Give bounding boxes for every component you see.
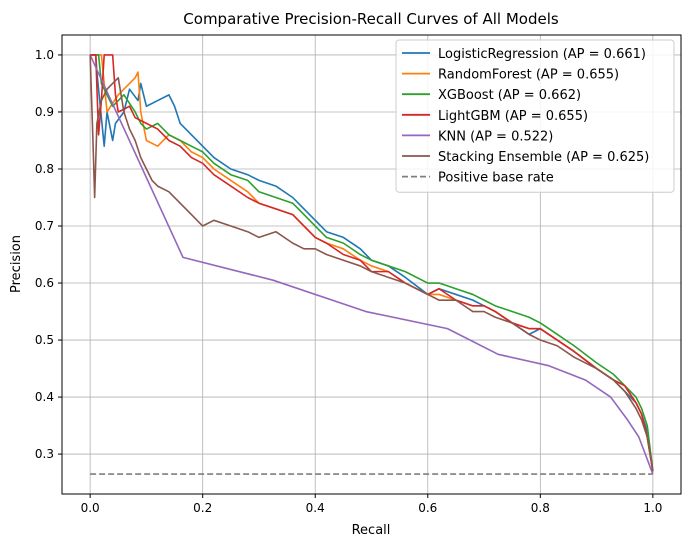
legend-entry-label: RandomForest (AP = 0.655) bbox=[438, 68, 619, 83]
x-tick-label: 0.8 bbox=[531, 501, 550, 515]
y-tick-label: 0.3 bbox=[35, 447, 54, 461]
series-line-5 bbox=[89, 54, 654, 472]
x-tick-label: 1.0 bbox=[643, 501, 662, 515]
x-tick-label: 0.4 bbox=[306, 501, 325, 515]
legend-entry-label: KNN (AP = 0.522) bbox=[438, 129, 553, 144]
series-line-2 bbox=[90, 54, 654, 472]
series-layer bbox=[89, 54, 654, 475]
y-axis-label: Precision bbox=[9, 235, 24, 293]
y-tick-label: 0.7 bbox=[35, 219, 54, 233]
legend-entry-label: LogisticRegression (AP = 0.661) bbox=[438, 47, 646, 62]
x-axis-label: Recall bbox=[352, 523, 391, 538]
y-tick-label: 0.8 bbox=[35, 162, 54, 176]
x-tick-label: 0.6 bbox=[418, 501, 437, 515]
legend-box bbox=[395, 39, 675, 193]
legend-entry-label: Stacking Ensemble (AP = 0.625) bbox=[438, 150, 649, 165]
legend-entry-label: LightGBM (AP = 0.655) bbox=[438, 109, 588, 124]
legend-entry-label: XGBoost (AP = 0.662) bbox=[438, 88, 581, 103]
x-tick-label: 0.0 bbox=[81, 501, 100, 515]
y-tick-label: 1.0 bbox=[35, 48, 54, 62]
plot-frame bbox=[61, 34, 682, 495]
y-tick-label: 0.5 bbox=[35, 333, 54, 347]
y-tick-label: 0.9 bbox=[35, 105, 54, 119]
y-tick-label: 0.6 bbox=[35, 276, 54, 290]
legend: LogisticRegression (AP = 0.661) RandomFor… bbox=[395, 39, 675, 193]
chart-title: Comparative Precision-Recall Curves of A… bbox=[183, 10, 559, 28]
series-line-3 bbox=[90, 54, 654, 472]
x-tick-label: 0.2 bbox=[193, 501, 212, 515]
legend-entry-label: Positive base rate bbox=[438, 171, 554, 186]
tick-layer: 0.0 0.2 0.4 0.6 0.8 1.0 0.3 0.4 0.5 0.6 0.7 0.8 0.9 1… bbox=[35, 48, 663, 515]
y-tick-label: 0.4 bbox=[35, 390, 54, 404]
series-line-4 bbox=[89, 54, 654, 475]
